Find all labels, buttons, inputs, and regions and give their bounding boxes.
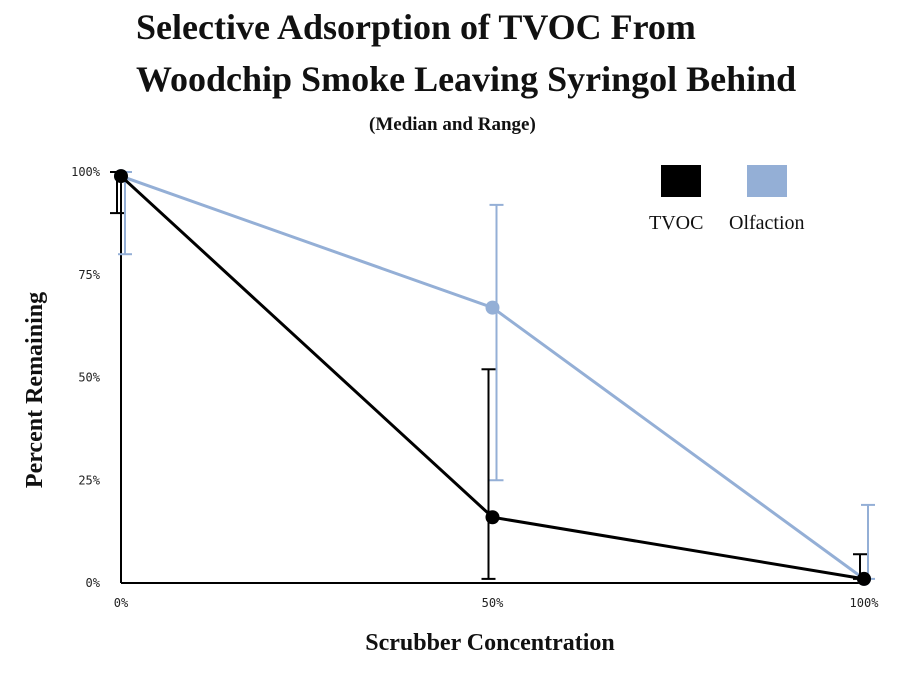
- legend-swatch-tvoc: [661, 165, 701, 197]
- series: [110, 169, 875, 586]
- chart-title-line-2: Woodchip Smoke Leaving Syringol Behind: [136, 59, 797, 99]
- x-tick-labels: 0% 50% 100%: [114, 596, 879, 610]
- y-axis-title: Percent Remaining: [22, 292, 48, 488]
- y-tick-label: 50%: [78, 371, 100, 385]
- legend: TVOC Olfaction: [649, 165, 805, 234]
- olfaction-point: [485, 300, 500, 315]
- x-axis-title: Scrubber Concentration: [365, 630, 615, 656]
- x-tick-label: 50%: [482, 596, 504, 610]
- x-tick-label: 0%: [114, 596, 129, 610]
- y-tick-label: 25%: [78, 473, 100, 487]
- tvoc-point: [857, 571, 871, 586]
- chart-subtitle: (Median and Range): [369, 114, 536, 135]
- axes: [120, 170, 868, 584]
- series-tvoc: [110, 169, 871, 586]
- legend-label-olfaction: Olfaction: [729, 212, 805, 234]
- tvoc-point: [485, 510, 500, 525]
- y-tick-labels: 0% 25% 50% 75% 100%: [71, 165, 101, 590]
- y-tick-label: 100%: [71, 165, 101, 179]
- legend-swatch-olfaction: [747, 165, 787, 197]
- tvoc-point: [114, 169, 128, 184]
- y-tick-label: 75%: [78, 268, 100, 282]
- legend-label-tvoc: TVOC: [649, 212, 703, 234]
- chart-title-line-1: Selective Adsorption of TVOC From: [136, 7, 696, 47]
- y-tick-label: 0%: [86, 576, 101, 590]
- x-tick-label: 100%: [850, 596, 880, 610]
